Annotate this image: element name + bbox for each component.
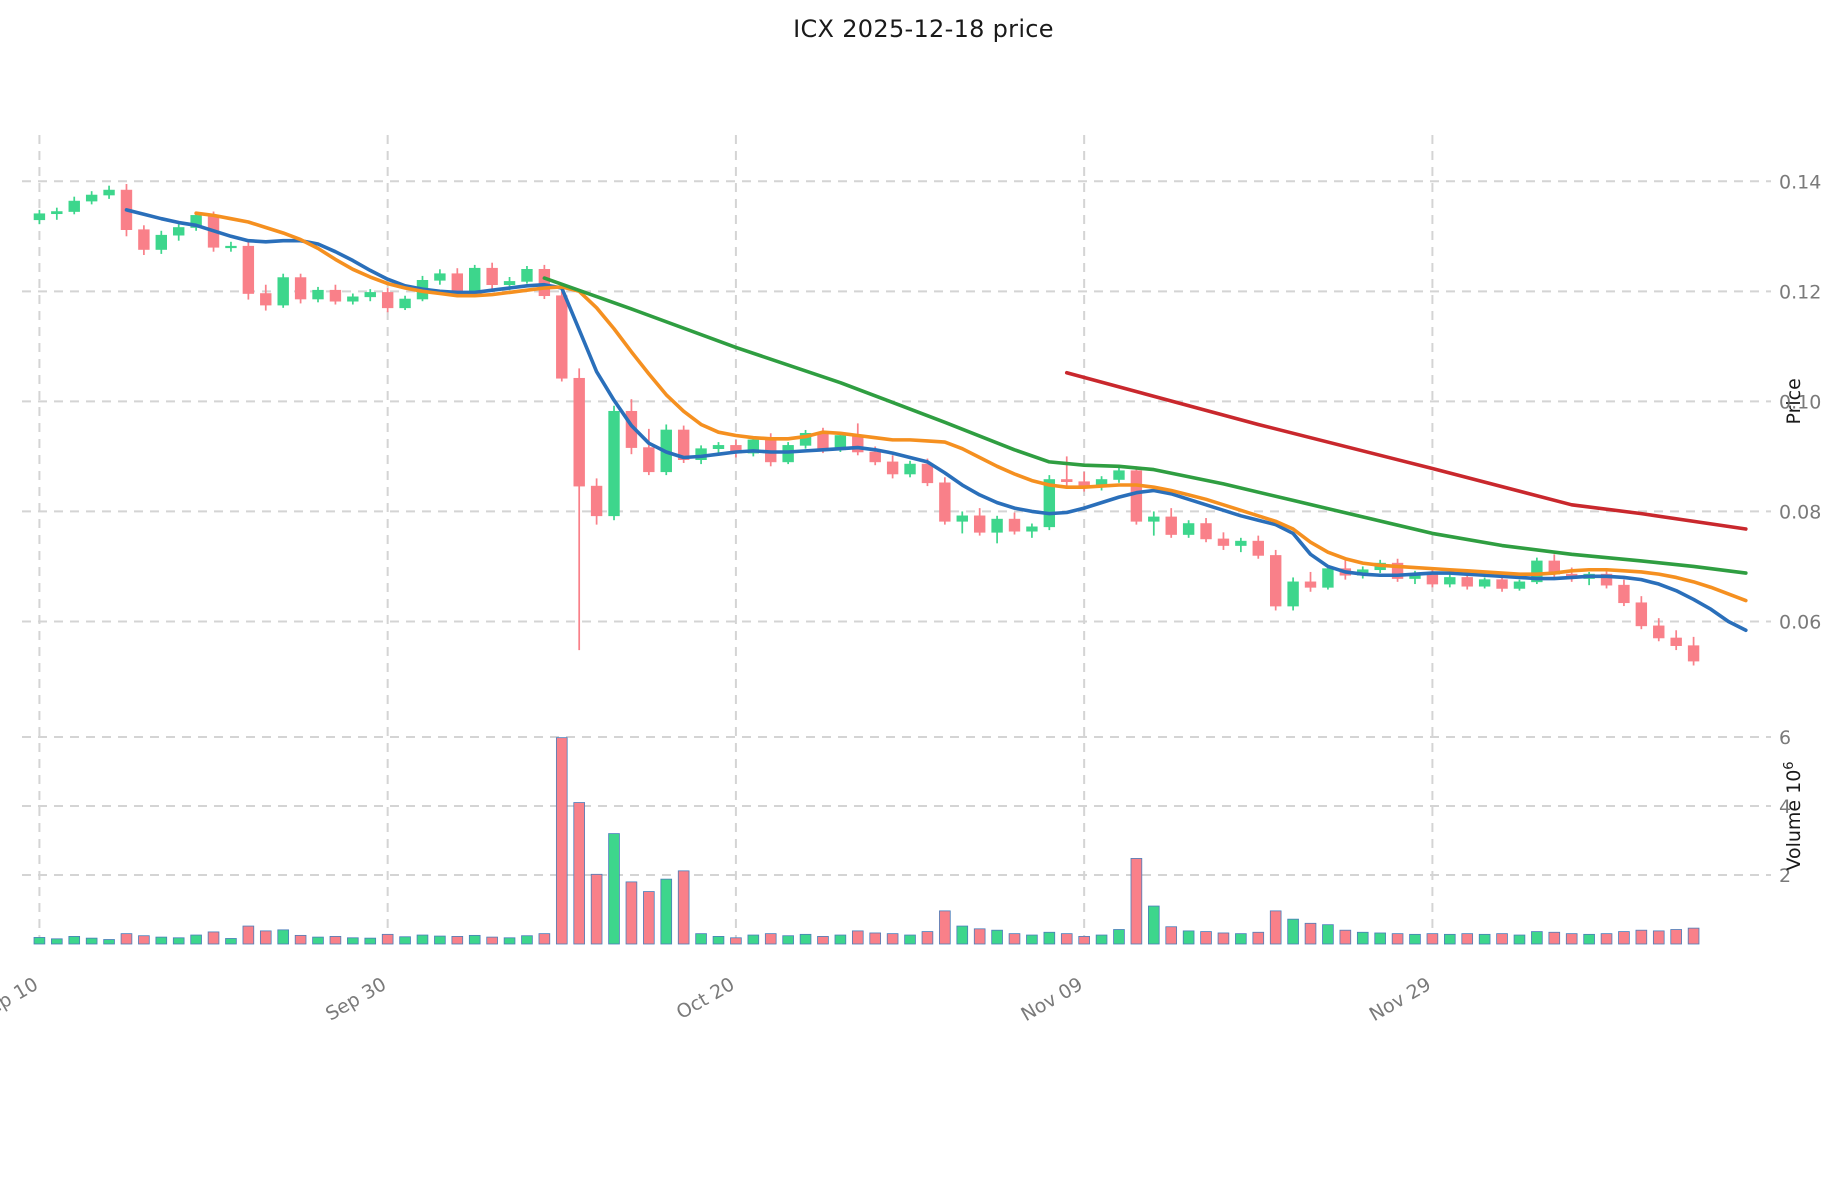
price-axis-title: Price: [1783, 378, 1805, 424]
trendline-red: [1064, 370, 1748, 531]
price-tick-label: 0.10: [1779, 391, 1821, 413]
price-tick-label: 0.12: [1779, 281, 1821, 303]
x-tick-label: Nov 29: [1366, 973, 1435, 1026]
price-tick-label: 0.14: [1779, 171, 1821, 193]
chart-title: ICX 2025-12-18 price: [793, 15, 1054, 43]
axis-labels: 0.14 0.12 0.10 0.08 0.06 6 4 2 Sep 10 Sep 30 Oct 2…: [0, 171, 1821, 1026]
volume-axis-title: Volume 106: [1782, 761, 1805, 870]
x-tick-label: Nov 09: [1017, 973, 1086, 1026]
candlestick-series: [33, 184, 1700, 666]
trendline-green: [542, 276, 1748, 575]
volume-tick-label: 6: [1779, 727, 1791, 749]
x-tick-label: Sep 30: [322, 973, 390, 1025]
x-tick-label: Sep 10: [0, 973, 42, 1025]
x-tick-label: Oct 20: [673, 973, 739, 1024]
ma-fast: [124, 208, 1748, 633]
ma-slow: [194, 211, 1748, 603]
volume-tick-label: 4: [1779, 796, 1791, 818]
price-tick-label: 0.08: [1779, 501, 1821, 523]
grid-lines: [22, 135, 1771, 944]
volume-tick-label: 2: [1779, 865, 1791, 887]
price-tick-label: 0.06: [1779, 611, 1821, 633]
volume-series: [33, 737, 1700, 945]
